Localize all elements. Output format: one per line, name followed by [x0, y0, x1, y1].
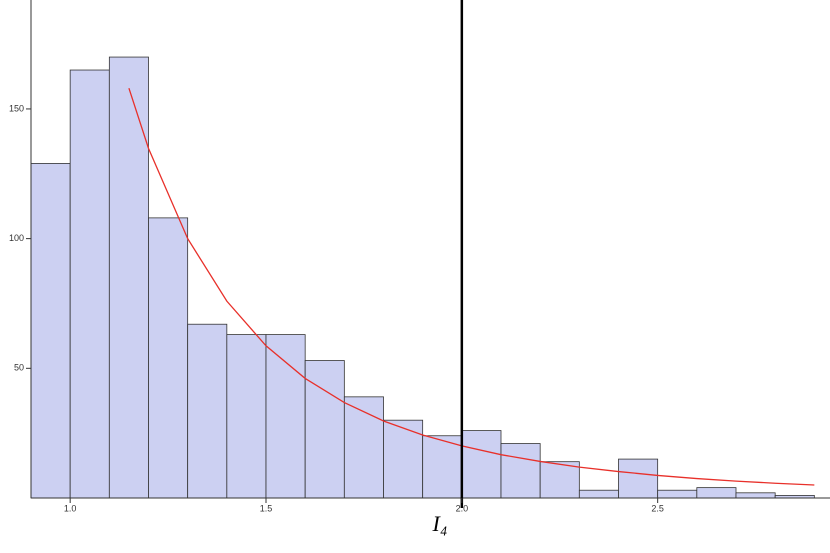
x-tick-label: 1.0	[64, 503, 77, 513]
bar	[226, 334, 267, 499]
bar	[187, 323, 228, 499]
bar	[343, 396, 384, 499]
bar	[461, 430, 502, 499]
bar	[539, 461, 580, 499]
x-tick-label: 1.5	[260, 503, 273, 513]
x-tick-label: 2.5	[651, 503, 664, 513]
bar	[500, 443, 541, 499]
bar	[304, 360, 345, 499]
bar	[657, 489, 698, 499]
y-tick-label: 150	[9, 103, 24, 113]
bar	[422, 435, 463, 499]
bar	[735, 492, 776, 499]
bar	[578, 489, 619, 499]
y-tick-label: 100	[9, 233, 24, 243]
bar	[30, 163, 71, 499]
bar	[618, 458, 659, 499]
y-tick-label: 50	[14, 363, 24, 373]
x-axis-label: I₄	[432, 511, 448, 536]
bar	[265, 334, 306, 499]
bar	[383, 419, 424, 499]
bar	[696, 487, 737, 499]
x-tick-label: 2.0	[456, 503, 469, 513]
bar	[148, 217, 189, 499]
bar	[108, 56, 149, 499]
bar	[69, 69, 110, 499]
